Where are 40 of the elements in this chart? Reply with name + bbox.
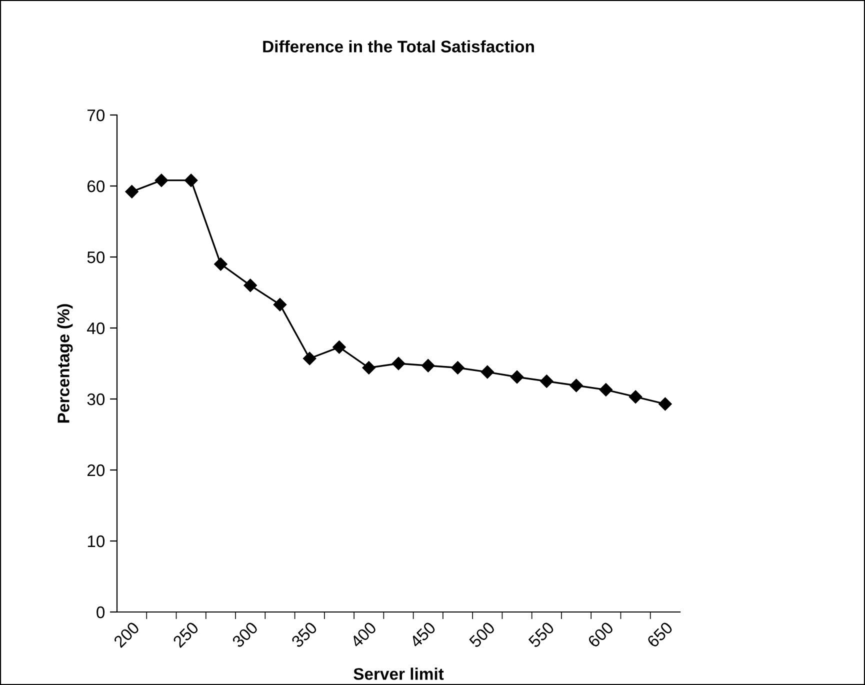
y-axis-title: Percentage (%) (57, 304, 73, 423)
point (540, 374, 554, 388)
y-tick-label: 50 (87, 251, 105, 264)
chart-title: Difference in the Total Satisfaction (263, 40, 534, 52)
point (599, 383, 613, 396)
point (628, 390, 642, 404)
y-tick-label: 10 (88, 535, 105, 548)
x-tick-label: 600 (587, 621, 614, 648)
point (658, 397, 672, 411)
x-tick-label: 550 (528, 621, 555, 648)
x-tick-label: 300 (231, 621, 259, 648)
point (125, 185, 138, 198)
point (480, 365, 494, 379)
x-axis-title: Server limit (354, 668, 444, 680)
point (303, 352, 316, 366)
x-tick-label: 250 (172, 621, 200, 648)
y-tick-label: 40 (87, 322, 105, 334)
y-tick-label: 60 (88, 180, 105, 192)
point (154, 174, 168, 187)
point (244, 278, 257, 292)
x-tick-label: 450 (409, 621, 436, 648)
point (510, 370, 524, 384)
x-tick-label: 500 (468, 621, 496, 648)
point (362, 361, 376, 374)
y-tick-label: 70 (88, 109, 105, 122)
point (422, 359, 435, 372)
y-tick-label: 0 (96, 606, 105, 618)
x-tick-label: 400 (350, 621, 378, 648)
point (214, 258, 228, 271)
point (184, 174, 198, 187)
point (570, 378, 583, 392)
y-tick-label: 30 (87, 393, 105, 406)
y-tick-label: 20 (87, 464, 105, 476)
point (392, 356, 406, 370)
x-tick-label: 650 (646, 621, 674, 648)
point (451, 361, 464, 374)
x-tick-label: 350 (290, 621, 318, 648)
point (332, 340, 346, 354)
x-tick-label: 200 (113, 621, 140, 648)
point (273, 298, 287, 312)
